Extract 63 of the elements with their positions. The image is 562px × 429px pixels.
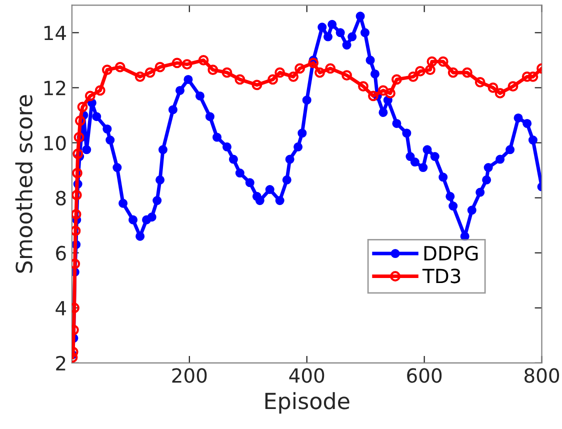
point: [72, 226, 81, 236]
x-tick-label: 800: [524, 368, 560, 383]
point: [72, 190, 82, 200]
y-tick-label: 2: [56, 356, 66, 370]
point: [274, 67, 286, 78]
point: [154, 62, 166, 72]
y-tick-label: 6: [56, 246, 66, 261]
point: [488, 82, 498, 93]
point: [134, 71, 146, 82]
point: [172, 58, 182, 68]
point: [72, 209, 82, 220]
point: [288, 71, 299, 82]
point: [77, 102, 88, 112]
point: [342, 70, 352, 81]
point: [385, 88, 396, 98]
point: [414, 66, 426, 76]
point: [252, 80, 262, 90]
legend-label: TD3: [422, 268, 460, 284]
point: [378, 85, 388, 96]
point: [522, 71, 532, 82]
point: [198, 54, 209, 66]
point: [72, 148, 84, 159]
point: [234, 74, 246, 85]
point: [94, 85, 106, 96]
x-tick-label: 200: [172, 368, 207, 383]
point: [474, 77, 486, 88]
point: [438, 56, 448, 67]
x-tick-label: 600: [407, 368, 442, 383]
point: [114, 62, 126, 72]
y-tick-label: 4: [56, 301, 66, 316]
point: [408, 71, 418, 82]
point: [294, 63, 306, 74]
point: [325, 63, 336, 74]
point: [424, 64, 436, 76]
point: [494, 88, 506, 98]
legend-label: DDPG: [424, 246, 478, 261]
point: [391, 74, 402, 85]
y-tick-label: 14: [44, 26, 66, 40]
point: [314, 67, 325, 78]
point: [508, 81, 518, 92]
y-axis-title: Smoothed score: [15, 95, 32, 273]
y-tick-label: 12: [44, 80, 66, 96]
point: [448, 67, 458, 78]
point: [308, 58, 319, 68]
point: [144, 67, 156, 78]
point: [208, 64, 218, 76]
point: [368, 90, 378, 102]
point: [426, 56, 438, 67]
y-tick-label: 8: [56, 190, 66, 206]
point: [74, 132, 84, 142]
y-tick-label: 10: [44, 136, 66, 150]
point: [462, 67, 472, 78]
x-axis-title: Episode: [265, 392, 350, 414]
x-tick-label: 400: [289, 368, 324, 383]
point: [268, 74, 278, 85]
point: [84, 90, 96, 102]
point: [358, 81, 368, 92]
point: [72, 168, 82, 178]
point: [102, 64, 112, 76]
point: [74, 116, 86, 126]
point: [222, 67, 232, 78]
point: [182, 59, 192, 70]
point: [528, 71, 538, 82]
